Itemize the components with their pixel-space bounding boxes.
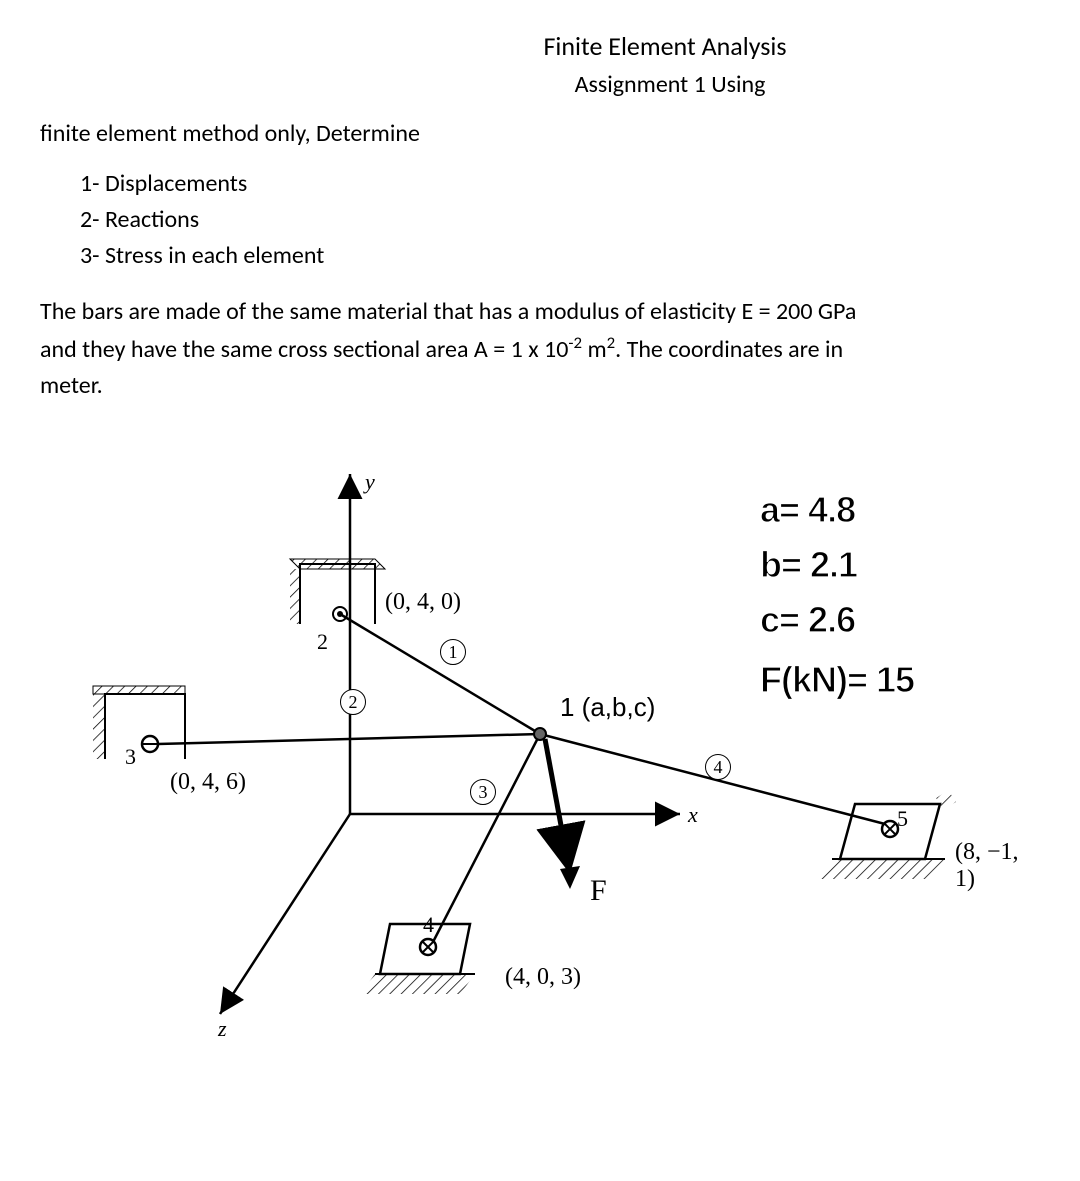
overlay-c: c= 2.6	[760, 599, 855, 641]
node4-coords: (4, 0, 3)	[505, 964, 581, 991]
overlay-a: a= 4.8	[760, 489, 855, 531]
overlay-f: F(kN)= 15	[760, 659, 914, 701]
element-label: 4	[705, 754, 731, 780]
node-number: 3	[125, 744, 136, 770]
list-item: 3- Stress in each element	[80, 238, 1040, 274]
list-item: 2- Reactions	[80, 202, 1040, 238]
node2-coords: (0, 4, 0)	[385, 589, 461, 616]
document-title: Finite Element Analysis	[290, 30, 1040, 62]
diagram-svg	[40, 434, 1040, 1054]
paragraph-text: m	[582, 335, 607, 364]
exponent: 2	[607, 332, 616, 353]
paragraph-text: and they have the same cross sectional a…	[40, 335, 568, 364]
overlay-b: b= 2.1	[760, 544, 857, 586]
exponent: -2	[568, 332, 582, 353]
truss-diagram: y x z (0, 4, 0) (0, 4, 6) (4, 0, 3) (8, …	[40, 434, 1040, 1054]
node1-label: 1 (a,b,c)	[560, 692, 655, 723]
x-axis-label: x	[688, 802, 698, 828]
modulus-value: 200 GPa	[776, 297, 856, 326]
paragraph-text: . The coordinates are in	[615, 335, 843, 364]
element-label: 2	[340, 689, 366, 715]
paragraph-text: The bars are made of the same material t…	[40, 297, 776, 326]
task-list: 1- Displacements 2- Reactions 3- Stress …	[80, 166, 1040, 274]
node-number: 4	[423, 912, 434, 938]
y-axis-label: y	[365, 469, 375, 495]
node3-coords: (0, 4, 6)	[170, 769, 246, 796]
node5-coords: (8, −1, 1)	[955, 839, 1040, 893]
paragraph-text: meter.	[40, 371, 103, 400]
element-label: 3	[470, 779, 496, 805]
list-item: 1- Displacements	[80, 166, 1040, 202]
z-axis-label: z	[218, 1016, 227, 1042]
problem-paragraph: The bars are made of the same material t…	[40, 294, 1040, 404]
node-number: 2	[317, 629, 328, 655]
prompt-text: finite element method only, Determine	[40, 119, 1040, 148]
force-label: F	[590, 874, 607, 908]
node-number: 5	[897, 806, 908, 832]
document-subtitle: Assignment 1 Using	[300, 70, 1040, 99]
element-label: 1	[440, 639, 466, 665]
